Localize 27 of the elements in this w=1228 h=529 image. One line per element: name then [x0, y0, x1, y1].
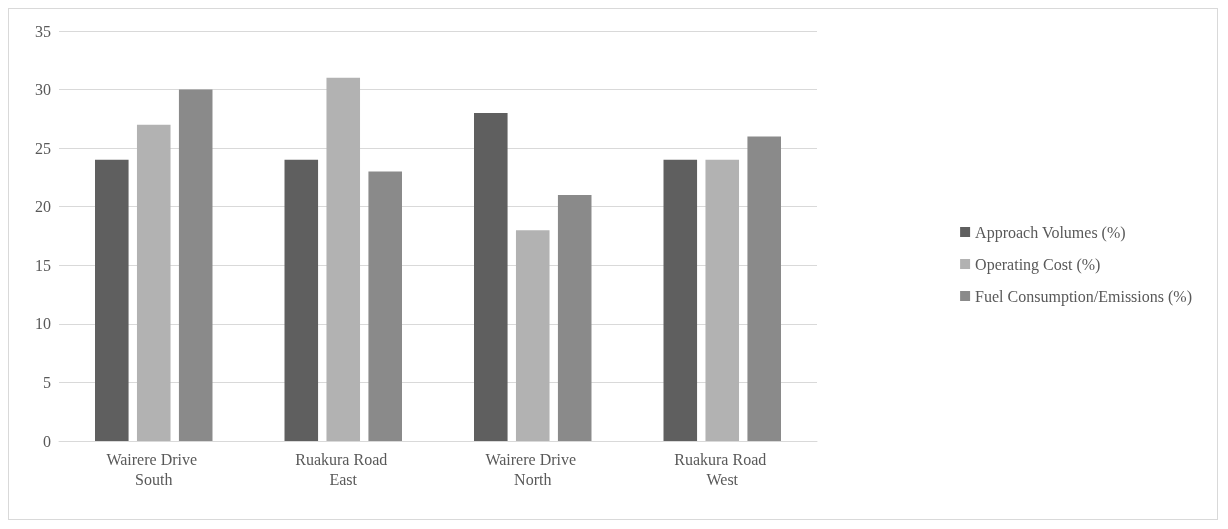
bar [557, 195, 592, 441]
bar [368, 171, 402, 441]
y-tick-label: 25 [35, 139, 51, 157]
y-tick-label: 20 [35, 198, 51, 216]
x-tick-label: Ruakura Road East [295, 450, 392, 488]
x-tick-label: Wairere Drive South [106, 450, 202, 488]
bar [284, 159, 319, 441]
y-tick-label: 15 [35, 256, 51, 274]
x-tick-label: Ruakura Road West [674, 450, 771, 488]
y-tick-label: 30 [35, 81, 51, 99]
y-tick-label: 10 [35, 315, 51, 333]
bar [747, 136, 781, 441]
bar [515, 230, 550, 441]
bar [705, 159, 740, 441]
y-tick-label: 35 [35, 22, 51, 40]
bar [326, 77, 361, 441]
bar [474, 113, 508, 441]
bar [178, 89, 213, 441]
y-tick-label: 0 [43, 432, 51, 450]
legend-label: Fuel Consumption/Emissions (%) [975, 287, 1193, 306]
y-tick-label: 5 [43, 373, 51, 391]
bar [663, 159, 698, 441]
bar [95, 159, 129, 441]
bar [136, 124, 171, 441]
legend-label: Operating Cost (%) [975, 255, 1101, 274]
x-tick-label: Wairere Drive North [485, 450, 581, 488]
legend-label: Approach Volumes (%) [975, 223, 1126, 242]
